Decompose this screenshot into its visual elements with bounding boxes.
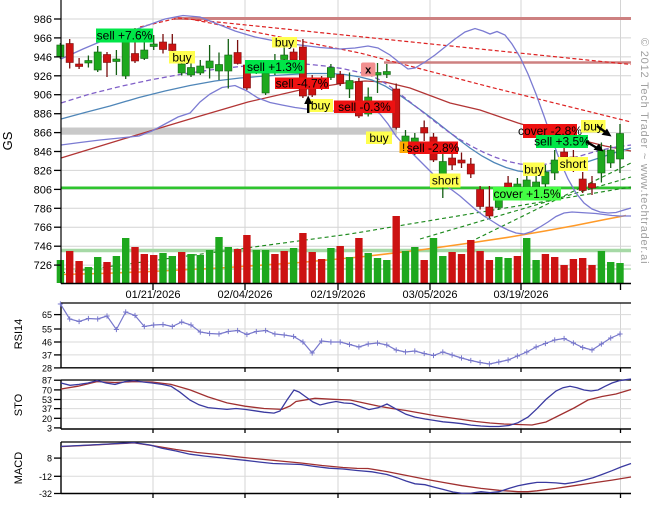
svg-text:MACD: MACD xyxy=(13,452,25,484)
svg-text:sell -4.7%: sell -4.7% xyxy=(276,77,329,91)
svg-text:sell +3.5%: sell +3.5% xyxy=(534,135,590,149)
svg-text:46: 46 xyxy=(42,338,52,348)
svg-text:746: 746 xyxy=(34,241,52,253)
svg-text:short: short xyxy=(432,174,459,188)
svg-text:846: 846 xyxy=(34,147,52,159)
svg-text:short: short xyxy=(560,157,587,171)
svg-text:826: 826 xyxy=(34,165,52,177)
svg-text:sell +7.6%: sell +7.6% xyxy=(97,29,153,43)
svg-text:946: 946 xyxy=(34,52,52,64)
svg-text:37: 37 xyxy=(42,350,52,360)
svg-text:x: x xyxy=(365,65,372,77)
svg-text:20: 20 xyxy=(42,414,52,424)
svg-text:766: 766 xyxy=(34,222,52,234)
svg-text:37: 37 xyxy=(42,404,52,414)
svg-text:buy: buy xyxy=(275,36,294,50)
svg-text:buy: buy xyxy=(369,131,388,145)
svg-text:866: 866 xyxy=(34,128,52,140)
svg-text:buy: buy xyxy=(524,162,543,176)
svg-text:sell -2.8%: sell -2.8% xyxy=(407,141,460,155)
svg-text:8: 8 xyxy=(47,454,52,464)
svg-text:87: 87 xyxy=(42,376,52,386)
svg-text:buy: buy xyxy=(311,99,330,113)
svg-text:3: 3 xyxy=(47,423,52,433)
svg-text:GS: GS xyxy=(0,131,15,150)
svg-text:65: 65 xyxy=(42,310,52,320)
svg-text:STO: STO xyxy=(13,393,25,416)
svg-text:02/19/2026: 02/19/2026 xyxy=(310,289,365,301)
svg-text:986: 986 xyxy=(34,14,52,26)
svg-text:53: 53 xyxy=(42,395,52,405)
svg-text:sell +1.3%: sell +1.3% xyxy=(247,60,303,74)
svg-text:!: ! xyxy=(402,142,405,154)
svg-text:03/05/2026: 03/05/2026 xyxy=(402,289,457,301)
svg-text:01/21/2026: 01/21/2026 xyxy=(125,289,180,301)
svg-text:-32: -32 xyxy=(39,489,52,499)
svg-text:buy: buy xyxy=(584,119,603,133)
svg-text:806: 806 xyxy=(34,184,52,196)
svg-text:786: 786 xyxy=(34,203,52,215)
svg-text:02/04/2026: 02/04/2026 xyxy=(217,289,272,301)
svg-text:55: 55 xyxy=(42,325,52,335)
svg-text:© 2012 Tech Trader ~ www.techt: © 2012 Tech Trader ~ www.techtrader.ai xyxy=(638,38,650,264)
svg-text:726: 726 xyxy=(34,260,52,272)
svg-text:-12: -12 xyxy=(39,472,52,482)
svg-text:RSI14: RSI14 xyxy=(13,319,25,350)
svg-text:03/19/2026: 03/19/2026 xyxy=(493,289,548,301)
svg-text:926: 926 xyxy=(34,71,52,83)
svg-text:28: 28 xyxy=(42,363,52,373)
svg-text:966: 966 xyxy=(34,33,52,45)
svg-text:906: 906 xyxy=(34,90,52,102)
svg-text:886: 886 xyxy=(34,109,52,121)
svg-text:sell -0.3%: sell -0.3% xyxy=(338,100,391,114)
svg-text:cover +1.5%: cover +1.5% xyxy=(493,187,560,201)
svg-text:buy: buy xyxy=(172,51,191,65)
svg-text:70: 70 xyxy=(42,385,52,395)
svg-text:cover -2.8%: cover -2.8% xyxy=(518,124,582,138)
